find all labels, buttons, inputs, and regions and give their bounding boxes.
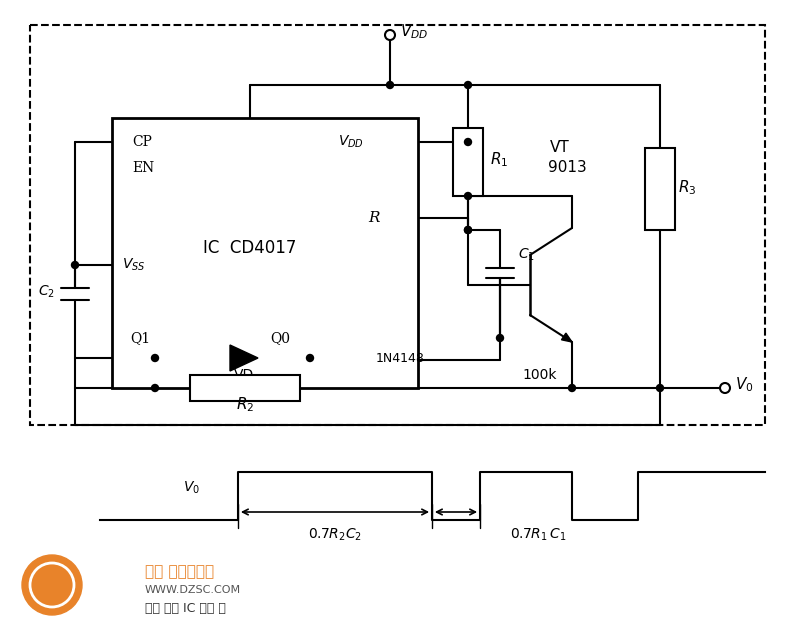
Text: EN: EN	[132, 161, 154, 175]
Circle shape	[386, 81, 394, 88]
Text: 全球 最大 IC 采购 网: 全球 最大 IC 采购 网	[145, 602, 226, 615]
Circle shape	[569, 384, 575, 391]
Text: $V_{DD}$: $V_{DD}$	[338, 134, 364, 150]
Text: Q0: Q0	[270, 331, 290, 345]
Circle shape	[22, 555, 82, 615]
Circle shape	[657, 384, 663, 391]
Text: $V_{SS}$: $V_{SS}$	[122, 257, 146, 273]
Circle shape	[465, 193, 471, 200]
Circle shape	[71, 262, 78, 269]
Text: VD: VD	[234, 368, 254, 382]
Text: $V_0$: $V_0$	[735, 376, 754, 394]
Bar	[645, 148, 675, 230]
Polygon shape	[562, 333, 572, 342]
Text: 维库 电子市场网: 维库 电子市场网	[145, 565, 214, 580]
Bar	[190, 375, 300, 401]
Bar	[112, 118, 418, 388]
Text: CP: CP	[132, 135, 152, 149]
Text: $C_2$: $C_2$	[38, 284, 55, 300]
Text: $R_1$: $R_1$	[490, 151, 508, 170]
Circle shape	[465, 227, 471, 233]
Text: $R_2$: $R_2$	[236, 396, 254, 414]
Bar	[30, 25, 765, 425]
Text: Q1: Q1	[130, 331, 150, 345]
Text: IC  CD4017: IC CD4017	[203, 239, 297, 257]
Circle shape	[151, 384, 158, 391]
Text: $R_3$: $R_3$	[678, 178, 697, 197]
Circle shape	[465, 227, 471, 233]
Circle shape	[465, 138, 471, 145]
Text: $V_0$: $V_0$	[183, 480, 200, 496]
Text: VT: VT	[550, 140, 570, 155]
Circle shape	[306, 354, 314, 361]
Text: 100k: 100k	[522, 368, 558, 382]
Text: R: R	[368, 211, 379, 225]
Text: $V_{DD}$: $V_{DD}$	[400, 23, 428, 41]
Circle shape	[497, 334, 503, 342]
Circle shape	[151, 354, 158, 361]
Text: WWW.DZSC.COM: WWW.DZSC.COM	[145, 585, 241, 595]
Bar	[453, 128, 483, 196]
Polygon shape	[230, 345, 258, 371]
Text: 1N4148: 1N4148	[375, 352, 425, 364]
Circle shape	[465, 81, 471, 88]
Text: 9013: 9013	[548, 160, 586, 175]
Text: $C_1$: $C_1$	[518, 247, 535, 263]
Text: $0.7R_2C_2$: $0.7R_2C_2$	[308, 527, 362, 543]
Text: $0.7R_1\,C_1$: $0.7R_1\,C_1$	[510, 527, 566, 543]
